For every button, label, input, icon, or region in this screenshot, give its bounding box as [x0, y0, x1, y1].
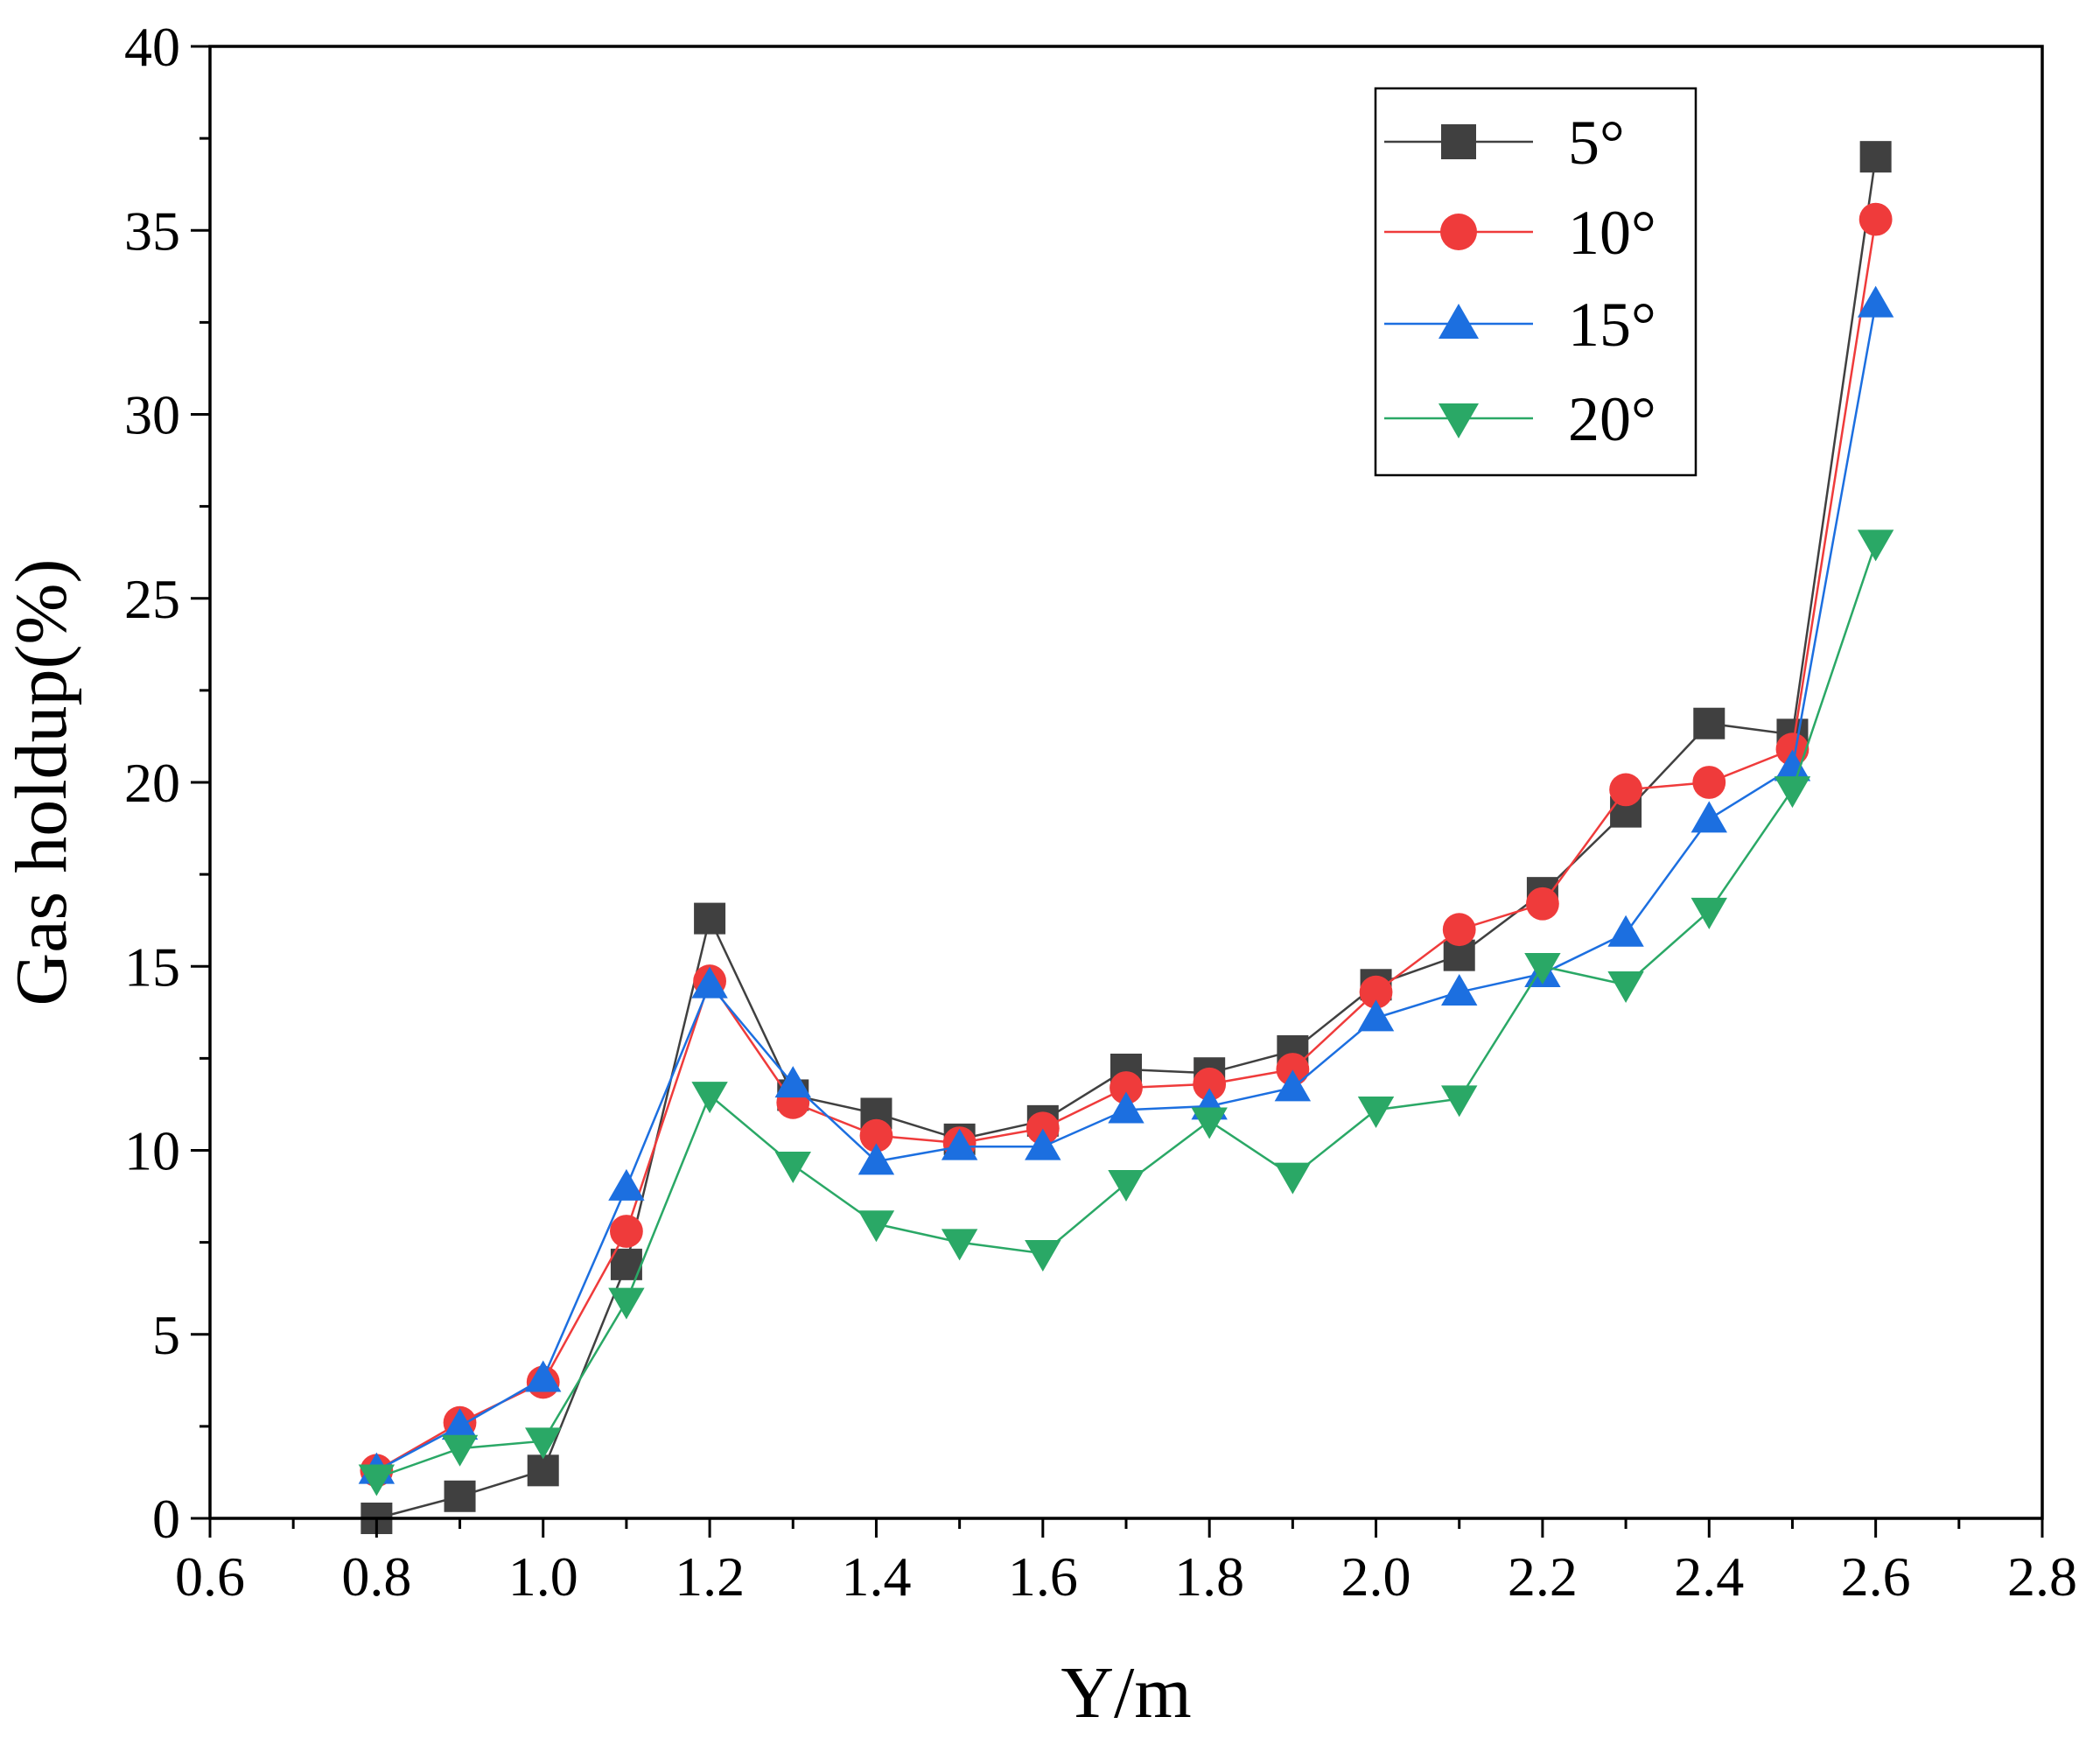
series-4	[358, 529, 1894, 1496]
data-point	[1607, 915, 1644, 947]
x-tick-label: 1.2	[675, 1545, 745, 1608]
x-tick-label: 1.8	[1174, 1545, 1244, 1608]
y-axis: 0 5 10 15 20 25 30 35 40	[124, 16, 210, 1550]
data-point	[1191, 1107, 1228, 1139]
x-tick-label: 0.6	[175, 1545, 245, 1608]
data-point	[1193, 1067, 1227, 1101]
data-point	[1859, 141, 1892, 173]
data-point	[441, 1434, 479, 1467]
x-tick-label: 1.0	[508, 1545, 578, 1608]
x-tick-label: 1.6	[1008, 1545, 1078, 1608]
x-tick-label: 2.2	[1508, 1545, 1578, 1608]
y-tick-label: 5	[152, 1304, 180, 1366]
legend-marker	[1441, 124, 1476, 159]
data-point	[1607, 971, 1644, 1003]
legend: 5° 10° 15° 20°	[1374, 87, 1698, 477]
data-point	[525, 1427, 562, 1460]
data-point	[1026, 1111, 1060, 1146]
data-point	[1693, 707, 1726, 739]
data-point	[610, 1215, 643, 1248]
data-point	[1442, 913, 1476, 947]
data-point	[1692, 766, 1726, 799]
data-point	[1359, 975, 1393, 1009]
legend-marker	[1438, 403, 1479, 438]
x-tick-label: 2.0	[1341, 1545, 1411, 1608]
y-tick-label: 40	[124, 16, 180, 78]
data-point	[1526, 887, 1559, 921]
data-point	[774, 1066, 811, 1098]
data-point	[1274, 1162, 1312, 1195]
x-axis-title: Y/m	[1060, 1652, 1191, 1734]
data-point	[441, 1408, 479, 1440]
data-point	[1774, 776, 1811, 809]
y-tick-label: 30	[124, 384, 180, 446]
data-point	[1775, 732, 1810, 767]
x-tick-label: 2.4	[1674, 1545, 1744, 1608]
data-point	[1276, 1053, 1310, 1086]
y-tick-label: 25	[124, 568, 180, 630]
legend-item: 20°	[1384, 384, 1656, 454]
data-point	[1858, 202, 1893, 236]
legend-item: 15°	[1384, 290, 1656, 360]
data-point	[444, 1480, 476, 1512]
data-point	[691, 1082, 728, 1114]
data-point	[1857, 285, 1894, 318]
legend-label: 20°	[1568, 384, 1656, 454]
data-point	[1609, 773, 1642, 807]
data-point	[694, 902, 726, 935]
legend-item: 10°	[1384, 198, 1656, 268]
y-tick-label: 10	[124, 1120, 180, 1182]
data-point	[691, 966, 728, 999]
data-point	[1857, 529, 1894, 562]
legend-label: 5°	[1568, 108, 1625, 178]
data-point	[1357, 999, 1395, 1032]
data-point	[1441, 973, 1478, 1006]
data-point	[1357, 1096, 1395, 1128]
legend-item: 5°	[1384, 108, 1625, 178]
y-tick-label: 15	[124, 936, 180, 998]
legend-label: 10°	[1568, 198, 1656, 268]
legend-marker	[1438, 304, 1479, 339]
data-point	[608, 1287, 645, 1320]
legend-items: 5° 10° 15° 20°	[1384, 108, 1656, 454]
data-point	[1690, 897, 1727, 929]
series-layer	[358, 141, 1894, 1534]
data-point	[1025, 1128, 1061, 1160]
data-point	[1524, 952, 1561, 985]
x-axis: 0.6 0.8 1.0 1.2 1.4 1.6 1.8 2.0 2.2 2.4 2.6 2.8	[175, 1518, 2077, 1608]
data-point	[358, 1464, 396, 1496]
data-point	[1441, 1085, 1478, 1118]
y-axis-title: Gas holdup(%)	[1, 559, 82, 1006]
y-tick-label: 0	[152, 1488, 180, 1550]
data-point	[858, 1143, 895, 1175]
data-point	[608, 1168, 645, 1201]
data-point	[1774, 749, 1811, 781]
data-point	[859, 1118, 893, 1153]
y-tick-label: 20	[124, 752, 180, 814]
x-tick-label: 2.6	[1841, 1545, 1911, 1608]
data-point	[1025, 1239, 1061, 1272]
data-point	[1110, 1071, 1143, 1104]
data-point	[527, 1454, 559, 1487]
legend-label: 15°	[1568, 290, 1656, 360]
data-point	[941, 1229, 978, 1261]
legend-marker	[1440, 214, 1477, 250]
data-point	[1690, 801, 1727, 833]
x-tick-label: 1.4	[841, 1545, 911, 1608]
legend-box	[1374, 87, 1698, 477]
data-point	[1108, 1091, 1144, 1124]
x-tick-label: 2.8	[2007, 1545, 2077, 1608]
data-point	[858, 1210, 895, 1243]
data-point	[525, 1360, 562, 1392]
data-point	[1108, 1170, 1144, 1202]
data-point	[774, 1152, 811, 1184]
data-point	[941, 1128, 978, 1160]
y-tick-label: 35	[124, 200, 180, 262]
x-tick-label: 0.8	[341, 1545, 411, 1608]
data-point	[1274, 1069, 1312, 1102]
